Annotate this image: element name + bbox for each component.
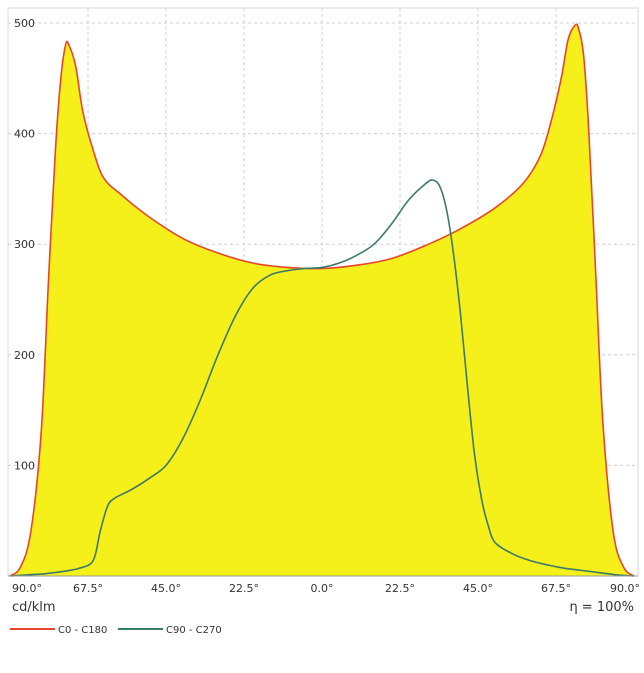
x-tick-label: 22.5° (385, 582, 415, 595)
area-c0-c180 (10, 24, 634, 577)
series-line-c0-c180 (9, 23, 635, 577)
y-tick-label: 200 (14, 349, 35, 362)
legend-label-c0-c180: C0 - C180 (58, 625, 107, 636)
x-tick-label: 67.5° (541, 582, 571, 595)
x-tick-label: 45.0° (463, 582, 493, 595)
area-layer (10, 24, 634, 577)
x-tick-label: 90.0° (12, 582, 42, 595)
y-tick-label: 100 (14, 459, 35, 472)
series-line-c90-c270 (9, 179, 635, 577)
y-tick-labels: 100 200 300 400 500 (14, 17, 35, 472)
y-tick-label: 400 (14, 128, 35, 141)
legend: C0 - C180 C90 - C270 (10, 625, 222, 636)
x-tick-label: 90.0° (610, 582, 640, 595)
x-tick-label: 45.0° (151, 582, 181, 595)
efficiency-label: η = 100% (569, 600, 634, 615)
y-tick-label: 500 (14, 17, 35, 30)
y-tick-label: 300 (14, 238, 35, 251)
x-tick-label: 22.5° (229, 582, 259, 595)
x-tick-label: 0.0° (311, 582, 334, 595)
legend-label-c90-c270: C90 - C270 (166, 625, 222, 636)
y-unit-label: cd/klm (12, 600, 56, 615)
x-tick-label: 67.5° (73, 582, 103, 595)
line-layer (9, 23, 635, 577)
x-tick-labels: 90.0° 67.5° 45.0° 22.5° 0.0° 22.5° 45.0° 67.5° 9… (12, 582, 640, 595)
